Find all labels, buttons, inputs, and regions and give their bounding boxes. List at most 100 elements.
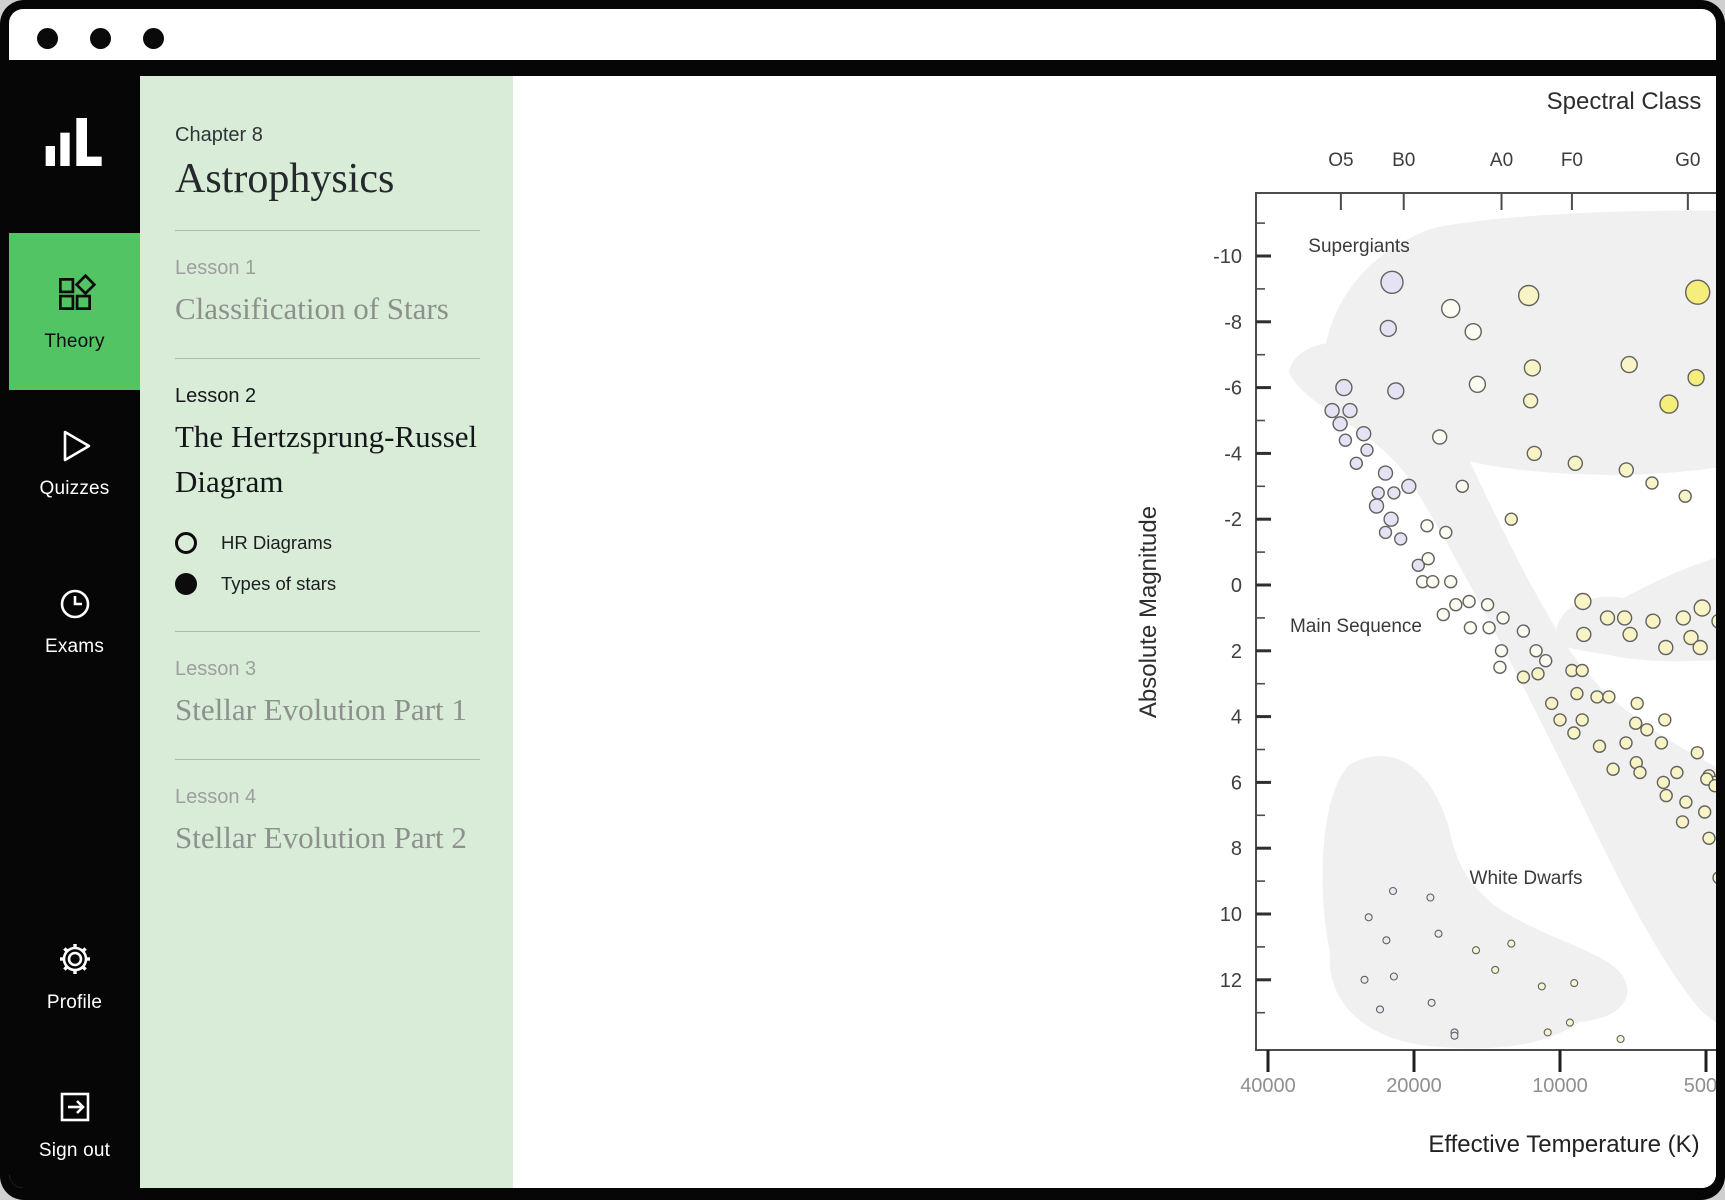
star-point (1360, 443, 1374, 457)
app-logo-icon[interactable] (9, 110, 140, 174)
chapter-label: Chapter 8 (175, 124, 263, 146)
bottom-tick-label: 10000 (1532, 1075, 1588, 1097)
sidebar-item-label: Profile (46, 992, 103, 1013)
lesson-item[interactable]: Lesson 3 Stellar Evolution Part 1 (175, 658, 513, 732)
star-point (1338, 433, 1353, 447)
bottom-axis-title: Effective Temperature (K) (1428, 1131, 1699, 1158)
left-tick-label: -2 (1224, 509, 1242, 531)
star-point (1360, 975, 1369, 984)
window-control-dot[interactable] (37, 28, 58, 49)
star-point (1618, 462, 1635, 478)
lesson-title: The Hertzsprung-Russel Diagram (175, 419, 478, 499)
star-point (1570, 686, 1584, 701)
star-point (1387, 486, 1401, 500)
region-giants (1555, 557, 1716, 662)
star-point (1602, 690, 1616, 704)
star-point (1576, 626, 1592, 643)
star-point (1426, 575, 1440, 589)
lesson-item[interactable]: Lesson 1 Classification of Stars (175, 257, 513, 331)
star-point (1383, 511, 1399, 527)
circle-filled-icon (175, 572, 197, 595)
region-white-dwarfs (1322, 755, 1628, 1049)
star-point (1377, 465, 1394, 481)
star-point (1659, 788, 1673, 803)
star-point (1592, 739, 1607, 753)
star-point (1620, 355, 1638, 374)
star-point (1537, 982, 1546, 991)
star-point (1678, 489, 1692, 503)
star-point (1462, 594, 1476, 609)
star-point (1565, 1018, 1574, 1027)
sidebar-item-theory[interactable]: Theory (9, 233, 140, 390)
window-control-dot[interactable] (143, 28, 164, 49)
star-point (1567, 455, 1584, 471)
star-point (1670, 765, 1684, 780)
star-point (1645, 613, 1661, 629)
star-point (1702, 831, 1716, 845)
lesson-bullet[interactable]: Types of stars (175, 563, 513, 604)
lesson-label: Lesson 2 (175, 385, 257, 407)
star-point (1493, 660, 1507, 674)
star-point (1523, 359, 1542, 377)
star-point (1619, 736, 1633, 750)
star-point (1463, 621, 1478, 635)
star-point (1449, 598, 1463, 612)
star-point (1553, 713, 1567, 727)
lesson-label: Lesson 4 (175, 786, 257, 808)
lesson-item[interactable]: Lesson 2 The Hertzsprung-Russel Diagram HR… (175, 385, 513, 604)
star-point (1630, 696, 1644, 711)
star-point (1379, 319, 1397, 338)
window-control-dot[interactable] (90, 28, 111, 49)
star-point (1675, 815, 1690, 829)
clock-icon (53, 584, 97, 630)
star-point (1711, 614, 1716, 629)
star-point (1575, 713, 1589, 727)
star-point (1575, 663, 1589, 678)
bullet-text: Types of stars (221, 572, 337, 594)
star-point (1516, 670, 1531, 684)
star-point (1616, 610, 1633, 626)
left-tick-label: 8 (1231, 838, 1242, 860)
sidebar-item-label: Quizzes (39, 478, 110, 499)
region-label-white-dwarfs: White Dwarfs (1470, 868, 1583, 889)
star-point (1378, 525, 1393, 540)
star-point (1622, 626, 1638, 643)
star-point (1491, 965, 1500, 974)
left-tick-label: 10 (1220, 904, 1242, 926)
lesson-title: Classification of Stars (175, 291, 449, 326)
star-point (1687, 369, 1705, 387)
lesson-panel: Chapter 8 Astrophysics Lesson 1 Classific… (140, 76, 513, 1188)
panel-divider (175, 230, 480, 231)
left-tick-label: 4 (1231, 707, 1242, 729)
top-tick-label: A0 (1490, 150, 1513, 171)
star-point (1516, 624, 1531, 638)
lesson-bullet[interactable]: HR Diagrams (175, 522, 513, 563)
left-tick-label: 2 (1231, 641, 1242, 663)
sidebar-item-quizzes[interactable]: Quizzes (9, 426, 140, 500)
star-point (1439, 525, 1453, 540)
sidebar-item-exams[interactable]: Exams (9, 584, 140, 658)
star-point (1420, 519, 1434, 533)
left-tick-label: 0 (1231, 575, 1242, 597)
top-tick-label: B0 (1392, 150, 1415, 171)
star-point (1380, 270, 1404, 294)
star-point (1599, 610, 1616, 626)
panel-divider (175, 759, 480, 760)
star-point (1658, 639, 1674, 656)
star-point (1693, 599, 1711, 617)
plot-border (1255, 192, 1716, 1051)
lesson-bullets: HR Diagrams Types of stars (175, 522, 513, 604)
star-point (1368, 498, 1385, 514)
star-point (1382, 936, 1391, 945)
chapter-title: Astrophysics (175, 156, 395, 202)
star-point (1421, 552, 1435, 566)
sidebar-item-label: Sign out (38, 1140, 111, 1161)
region-label-supergiants: Supergiants (1308, 236, 1409, 257)
lesson-item[interactable]: Lesson 4 Stellar Evolution Part 2 (175, 786, 513, 860)
sidebar-item-profile[interactable]: Profile (9, 938, 140, 1014)
sidebar-item-signout[interactable]: Sign out (9, 1086, 140, 1162)
star-point (1427, 998, 1436, 1007)
